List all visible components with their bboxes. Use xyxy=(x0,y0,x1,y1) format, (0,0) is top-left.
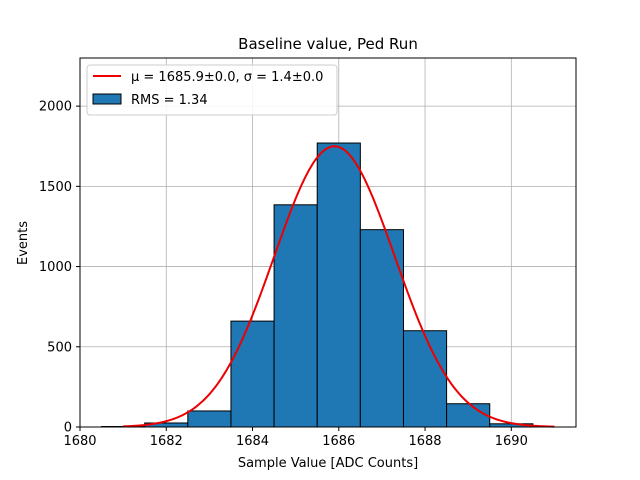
histogram-bar xyxy=(316,142,361,428)
gaussian-fit xyxy=(123,145,555,428)
legend-fit-label: μ = 1685.9±0.0, σ = 1.4±0.0 xyxy=(131,70,323,85)
x-tick-label: 1684 xyxy=(236,434,269,449)
axes-frame xyxy=(79,57,577,428)
x-tick-label: 1690 xyxy=(495,434,528,449)
y-tick-label: 0 xyxy=(64,421,72,436)
histogram-bar xyxy=(446,403,491,428)
histogram-bar xyxy=(230,320,275,428)
legend-box xyxy=(86,64,338,116)
legend-fit-mu: μ = 1685.9±0.0 xyxy=(131,70,235,85)
x-tick-label: 1682 xyxy=(150,434,183,449)
legend-fit-sigma: σ = 1.4±0.0 xyxy=(244,70,324,85)
y-tick-label: 1500 xyxy=(39,180,72,195)
y-tick-label: 2000 xyxy=(39,100,72,115)
histogram-bars xyxy=(101,142,534,428)
legend-bar-swatch xyxy=(92,93,122,105)
axis-ticks: 1680 1682 1684 1686 1688 1690 0 500 1000 1500 2000 xyxy=(39,100,528,449)
x-axis-label: Sample Value [ADC Counts] xyxy=(238,456,418,471)
x-tick-label: 1686 xyxy=(322,434,355,449)
chart-title: Baseline value, Ped Run xyxy=(238,35,418,53)
histogram-bar xyxy=(187,410,232,428)
fit-curve xyxy=(123,145,555,428)
y-tick-label: 1000 xyxy=(39,260,72,275)
y-tick-label: 500 xyxy=(47,340,72,355)
y-axis-label: Events xyxy=(16,221,31,265)
histogram-bar xyxy=(359,229,404,428)
legend-bar-label: RMS = 1.34 xyxy=(131,93,208,108)
legend: μ = 1685.9±0.0, σ = 1.4±0.0 RMS = 1.34 xyxy=(86,64,338,116)
x-tick-label: 1680 xyxy=(63,434,96,449)
x-tick-label: 1688 xyxy=(408,434,441,449)
histogram-bar xyxy=(402,330,448,428)
